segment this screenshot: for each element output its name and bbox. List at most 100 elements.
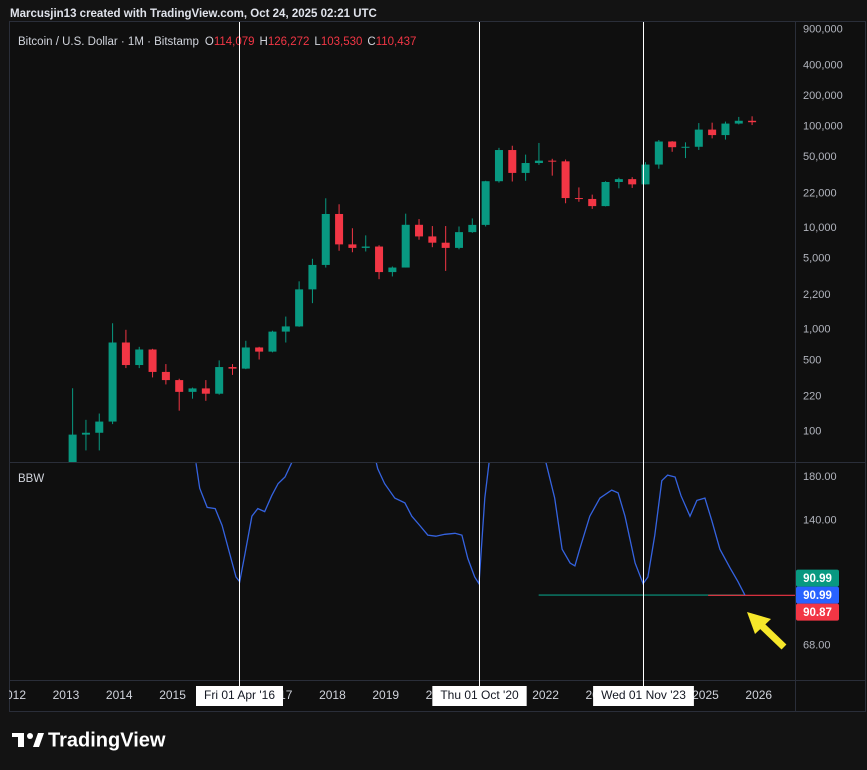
candle-body xyxy=(241,347,250,369)
candle-body xyxy=(481,181,490,225)
candle-body xyxy=(494,150,503,182)
price-label: 90.99 xyxy=(803,590,832,602)
candle-body xyxy=(361,246,370,248)
brand-logo xyxy=(12,733,44,747)
price-pane xyxy=(68,116,757,462)
candle-body xyxy=(428,236,437,243)
y-tick-label: 400,000 xyxy=(803,59,843,71)
vertical-line-label-box xyxy=(432,686,527,706)
y-tick-label: 68.00 xyxy=(803,639,831,651)
candle-body xyxy=(654,141,663,165)
candle-body xyxy=(508,150,517,173)
legend-key: C xyxy=(367,36,375,48)
legend-key: H xyxy=(260,36,268,48)
arrow-head xyxy=(747,612,771,634)
legend-symbol: Bitcoin / U.S. Dollar · 1M · Bitstamp xyxy=(18,36,199,48)
candle-body xyxy=(708,129,717,136)
candle-body xyxy=(388,267,397,273)
x-tick-label: 2022 xyxy=(532,688,559,702)
legend: Bitcoin / U.S. Dollar · 1M · Bitstamp O11… xyxy=(18,36,416,48)
overlay: 900,000 400,000 200,000 100,000 50,000 22,000… xyxy=(196,22,843,706)
price-label-box xyxy=(796,569,839,587)
y-tick-label: 22,000 xyxy=(803,187,837,199)
candle-body xyxy=(534,160,543,164)
arrow-shaft xyxy=(758,622,787,650)
candle-body xyxy=(734,120,743,124)
y-tick-label: 10,000 xyxy=(803,222,837,234)
candle-body xyxy=(135,349,144,366)
candle-body xyxy=(188,388,197,392)
y-tick-label: 100,000 xyxy=(803,120,843,132)
candle-body xyxy=(441,242,450,248)
candle-body xyxy=(148,349,157,372)
bbw-line xyxy=(195,463,746,596)
candle-body xyxy=(295,289,304,327)
x-tick-label: 2025 xyxy=(692,688,719,702)
y-tick-label: 500 xyxy=(803,354,821,366)
candle-body xyxy=(81,432,90,435)
candle-body xyxy=(614,179,623,182)
y-tick-label: 100 xyxy=(803,425,821,437)
y-tick-label: 5,000 xyxy=(803,253,831,265)
chart-frame xyxy=(9,21,866,712)
header-title: Marcusjin13 created with TradingView.com… xyxy=(10,8,377,20)
candle-body xyxy=(68,434,77,462)
bbw-title: BBW xyxy=(18,473,44,485)
y-tick-label: 220 xyxy=(803,391,821,403)
x-tick-label: 2012 xyxy=(0,688,26,702)
candle-body xyxy=(681,146,690,148)
candle-body xyxy=(108,342,117,422)
candle-body xyxy=(521,163,530,173)
candle-body xyxy=(348,244,357,248)
candle-body xyxy=(121,342,130,366)
x-tick-label: 2019 xyxy=(372,688,399,702)
y-tick-label: 1,000 xyxy=(803,324,831,336)
candle-body xyxy=(748,120,757,123)
price-label: 90.99 xyxy=(803,573,832,585)
candle-body xyxy=(628,179,637,185)
logo-part xyxy=(33,733,44,747)
legend-value: 126,272 xyxy=(268,36,310,48)
candle-body xyxy=(401,224,410,268)
candle-body xyxy=(308,264,317,290)
candle-body xyxy=(721,123,730,136)
candle-body xyxy=(668,141,677,148)
candle-body xyxy=(601,181,610,207)
legend-key: L xyxy=(314,36,321,48)
candle-body xyxy=(574,198,583,200)
candle-body xyxy=(255,347,264,352)
legend-value: 110,437 xyxy=(376,36,417,48)
x-tick-label: 2014 xyxy=(106,688,133,702)
candle-body xyxy=(588,198,597,207)
candle-body xyxy=(548,160,557,162)
candle-body xyxy=(375,246,384,273)
candle-body xyxy=(641,164,650,185)
x-tick-label: 2015 xyxy=(159,688,186,702)
y-tick-label: 50,000 xyxy=(803,151,837,163)
x-tick-label: 2018 xyxy=(319,688,346,702)
candle-body xyxy=(201,388,210,394)
candle-body xyxy=(561,161,570,199)
vertical-line-label: Thu 01 Oct '20 xyxy=(440,688,519,702)
vertical-line-label: Wed 01 Nov '23 xyxy=(601,688,686,702)
price-label-box xyxy=(796,603,839,621)
candle-body xyxy=(161,371,170,381)
candle-body xyxy=(268,331,277,352)
candle-body xyxy=(228,367,237,369)
yellow-arrow xyxy=(747,612,787,650)
y-tick-label: 140.00 xyxy=(803,514,837,526)
price-label-box xyxy=(796,586,839,604)
vertical-line-label-box xyxy=(196,686,283,706)
candle-body xyxy=(694,129,703,147)
bbw-pane xyxy=(195,463,795,596)
logo-part xyxy=(18,733,24,747)
vertical-line-label-box xyxy=(593,686,694,706)
y-tick-label: 900,000 xyxy=(803,24,843,36)
brand-name: TradingView xyxy=(48,729,166,751)
price-label: 90.87 xyxy=(803,607,832,619)
legend-value: 103,530 xyxy=(321,36,363,48)
y-tick-label: 180.00 xyxy=(803,471,837,483)
candle-body xyxy=(468,224,477,233)
candle-body xyxy=(415,224,424,237)
